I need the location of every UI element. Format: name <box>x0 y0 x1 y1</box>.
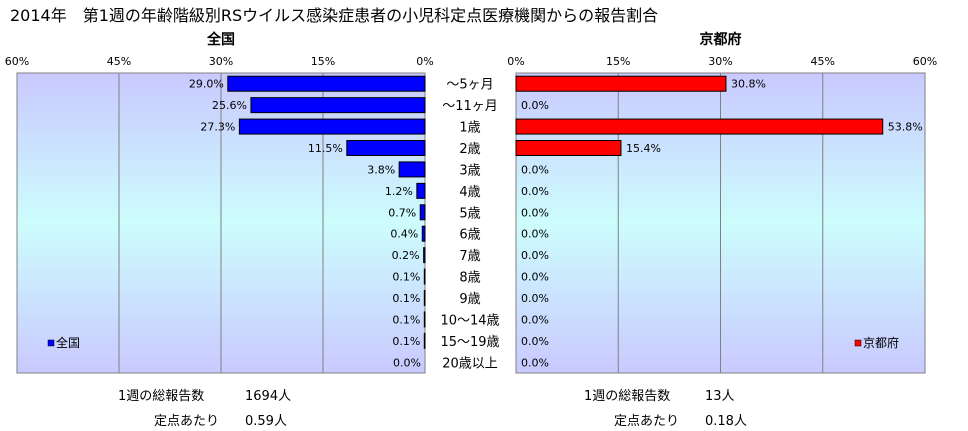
national-x-tick-label: 45% <box>107 55 131 68</box>
national-x-tick-label: 0% <box>416 55 433 68</box>
national-chart-title: 全国 <box>206 31 235 48</box>
kyoto-data-label: 0.0% <box>521 271 549 284</box>
kyoto-data-label: 15.4% <box>626 142 661 155</box>
kyoto-x-tick-label: 45% <box>811 55 835 68</box>
category-label: 8歳 <box>459 271 480 286</box>
national-x-tick-label: 15% <box>311 55 335 68</box>
category-label: 7歳 <box>459 249 480 264</box>
kyoto-data-label: 30.8% <box>731 78 766 91</box>
national-legend-swatch <box>47 339 55 347</box>
category-label: 10～14歳 <box>440 313 499 328</box>
category-label: 4歳 <box>459 185 480 200</box>
kyoto-x-tick-label: 0% <box>507 55 524 68</box>
category-label: ～11ヶ月 <box>442 99 498 114</box>
kyoto-chart: 0% 15% 30% 45% 60% 京都府 30.8% 0.0% 53.8% 15.4% 0.0%… <box>507 31 937 374</box>
national-bar <box>423 247 426 264</box>
kyoto-per-label: 定点あたり <box>614 414 680 429</box>
national-bar <box>423 332 426 349</box>
category-label: 2歳 <box>459 142 480 157</box>
national-data-label: 11.5% <box>308 142 343 155</box>
page-title: 2014年 第1週の年齢階級別RSウイルス感染症患者の小児科定点医療機関からの報… <box>10 6 659 25</box>
category-label: 20歳以上 <box>442 356 498 371</box>
kyoto-x-tick-label: 30% <box>708 55 732 68</box>
category-label: 9歳 <box>459 292 480 307</box>
kyoto-data-label: 0.0% <box>521 228 549 241</box>
national-data-label: 0.2% <box>392 249 420 262</box>
kyoto-total-label: 1週の総報告数 <box>584 389 671 404</box>
national-data-label: 0.1% <box>392 335 420 348</box>
national-bar <box>423 311 426 328</box>
national-x-tick-label: 30% <box>209 55 233 68</box>
kyoto-data-label: 0.0% <box>521 185 549 198</box>
national-bar <box>416 182 426 199</box>
national-bar <box>419 204 426 221</box>
kyoto-bar <box>515 75 727 92</box>
national-data-label: 27.3% <box>200 121 235 134</box>
national-legend-label: 全国 <box>56 335 80 350</box>
national-chart: 60% 45% 30% 15% 0% 全国 29.0% 25.6% 27.3% 11.5% 3.8%… <box>5 31 434 374</box>
national-bar <box>346 140 426 156</box>
kyoto-x-tick-label: 60% <box>913 55 937 68</box>
kyoto-data-label: 0.0% <box>521 356 549 369</box>
kyoto-data-label: 0.0% <box>521 335 549 348</box>
kyoto-bar <box>515 140 622 156</box>
national-bar <box>421 225 426 242</box>
national-x-tick-label: 60% <box>5 55 29 68</box>
national-data-label: 29.0% <box>189 78 224 91</box>
kyoto-chart-title: 京都府 <box>700 31 742 48</box>
category-label: 15～19歳 <box>440 335 499 350</box>
kyoto-per-value: 0.18人 <box>705 414 747 429</box>
kyoto-data-label: 0.0% <box>521 313 549 326</box>
national-data-label: 3.8% <box>367 163 395 176</box>
kyoto-x-tick-label: 15% <box>606 55 630 68</box>
national-bar <box>250 97 426 114</box>
category-label: 5歳 <box>459 206 480 221</box>
category-label: ～5ヶ月 <box>446 78 493 93</box>
national-data-label: 0.1% <box>392 271 420 284</box>
national-data-label: 0.7% <box>388 206 416 219</box>
national-data-label: 0.4% <box>390 228 418 241</box>
national-bar <box>423 290 426 306</box>
national-total-label: 1週の総報告数 <box>118 389 205 404</box>
kyoto-data-label: 0.0% <box>521 99 549 112</box>
kyoto-data-label: 53.8% <box>888 121 923 134</box>
kyoto-total-value: 13人 <box>705 389 735 404</box>
national-data-label: 0.1% <box>392 292 420 305</box>
national-per-label: 定点あたり <box>154 414 220 429</box>
national-data-label: 1.2% <box>385 185 413 198</box>
kyoto-legend-label: 京都府 <box>863 335 899 350</box>
kyoto-legend-swatch <box>854 339 862 347</box>
category-label: 1歳 <box>459 121 480 136</box>
national-data-label: 0.1% <box>392 313 420 326</box>
kyoto-data-label: 0.0% <box>521 249 549 262</box>
national-per-value: 0.59人 <box>245 414 287 429</box>
national-bar <box>398 161 426 178</box>
kyoto-data-label: 0.0% <box>521 163 549 176</box>
kyoto-bar <box>515 118 884 135</box>
kyoto-data-label: 0.0% <box>521 292 549 305</box>
national-bar <box>238 118 426 135</box>
national-data-label: 0.0% <box>393 356 421 369</box>
national-bar <box>423 268 426 285</box>
category-label: 3歳 <box>459 163 480 178</box>
kyoto-data-label: 0.0% <box>521 206 549 219</box>
national-data-label: 25.6% <box>212 99 247 112</box>
category-labels: ～5ヶ月 ～11ヶ月 1歳 2歳 3歳 4歳 5歳 6歳 7歳 8歳 9歳 10～14歳 15～19歳 2… <box>440 78 499 372</box>
category-label: 6歳 <box>459 228 480 243</box>
national-bar <box>227 75 426 92</box>
national-total-value: 1694人 <box>245 389 292 404</box>
